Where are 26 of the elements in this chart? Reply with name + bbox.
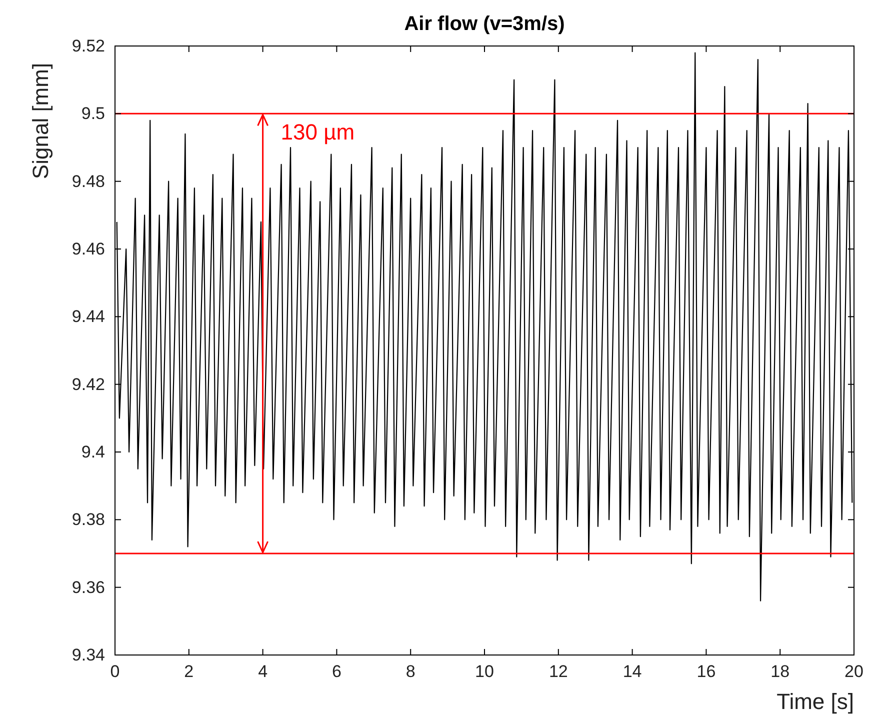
y-axis-title: Signal [mm] — [28, 62, 53, 180]
x-axis-title: Time [s] — [776, 689, 854, 714]
x-tick-label: 0 — [110, 662, 120, 682]
y-tick-label: 9.44 — [72, 307, 105, 326]
y-tick-label: 9.5 — [81, 104, 105, 124]
x-tick-label: 12 — [548, 662, 568, 682]
y-tick-label: 9.34 — [72, 645, 105, 664]
y-tick-label: 9.46 — [72, 239, 105, 258]
x-tick-label: 14 — [622, 662, 642, 682]
x-tick-label: 18 — [770, 662, 790, 682]
x-tick-label: 6 — [332, 662, 342, 682]
x-tick-label: 2 — [184, 662, 194, 682]
y-tick-label: 9.52 — [72, 36, 105, 56]
y-tick-label: 9.48 — [72, 172, 105, 191]
x-tick-label: 10 — [475, 662, 494, 682]
x-tick-label: 8 — [406, 662, 416, 682]
y-tick-label: 9.38 — [72, 510, 105, 530]
chart-title: Air flow (v=3m/s) — [404, 13, 565, 35]
x-tick-label: 4 — [258, 662, 268, 682]
x-tick-label: 16 — [696, 662, 716, 682]
y-tick-label: 9.36 — [72, 578, 105, 597]
y-tick-label: 9.4 — [81, 442, 105, 462]
y-tick-label: 9.42 — [72, 374, 105, 394]
annotation: 130 µm — [280, 120, 355, 145]
line-series — [116, 52, 853, 602]
x-tick-label: 20 — [844, 662, 864, 682]
